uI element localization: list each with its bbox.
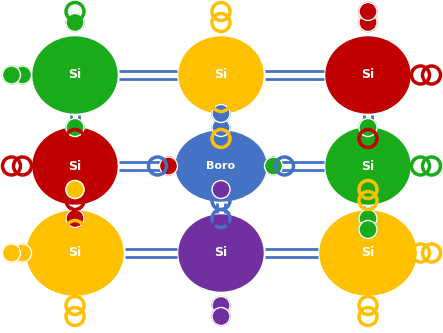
Ellipse shape bbox=[33, 37, 117, 113]
Circle shape bbox=[66, 119, 84, 137]
Circle shape bbox=[13, 244, 31, 262]
Ellipse shape bbox=[320, 211, 416, 295]
Circle shape bbox=[212, 296, 230, 314]
Text: Si: Si bbox=[68, 69, 82, 82]
Circle shape bbox=[3, 66, 20, 84]
Circle shape bbox=[359, 14, 377, 32]
Ellipse shape bbox=[326, 37, 410, 113]
Circle shape bbox=[66, 209, 84, 227]
Circle shape bbox=[264, 157, 283, 175]
Circle shape bbox=[359, 119, 377, 137]
Text: Si: Si bbox=[361, 246, 375, 259]
Ellipse shape bbox=[33, 128, 117, 204]
Text: Si: Si bbox=[68, 160, 82, 172]
Circle shape bbox=[159, 157, 178, 175]
Ellipse shape bbox=[179, 215, 263, 291]
Circle shape bbox=[66, 14, 84, 32]
Text: Boro: Boro bbox=[206, 161, 236, 171]
Circle shape bbox=[3, 244, 20, 262]
Circle shape bbox=[13, 66, 31, 84]
Text: Si: Si bbox=[214, 246, 228, 259]
Ellipse shape bbox=[27, 211, 123, 295]
Circle shape bbox=[359, 220, 377, 238]
Circle shape bbox=[66, 180, 84, 198]
Text: Si: Si bbox=[361, 69, 375, 82]
Circle shape bbox=[359, 3, 377, 21]
Circle shape bbox=[212, 180, 230, 198]
Circle shape bbox=[359, 209, 377, 227]
Ellipse shape bbox=[179, 37, 263, 113]
Circle shape bbox=[212, 105, 230, 123]
Ellipse shape bbox=[176, 131, 266, 201]
Ellipse shape bbox=[326, 128, 410, 204]
Text: Si: Si bbox=[214, 69, 228, 82]
Text: Si: Si bbox=[68, 246, 82, 259]
Text: Si: Si bbox=[361, 160, 375, 172]
Circle shape bbox=[212, 307, 230, 325]
Circle shape bbox=[212, 119, 230, 137]
